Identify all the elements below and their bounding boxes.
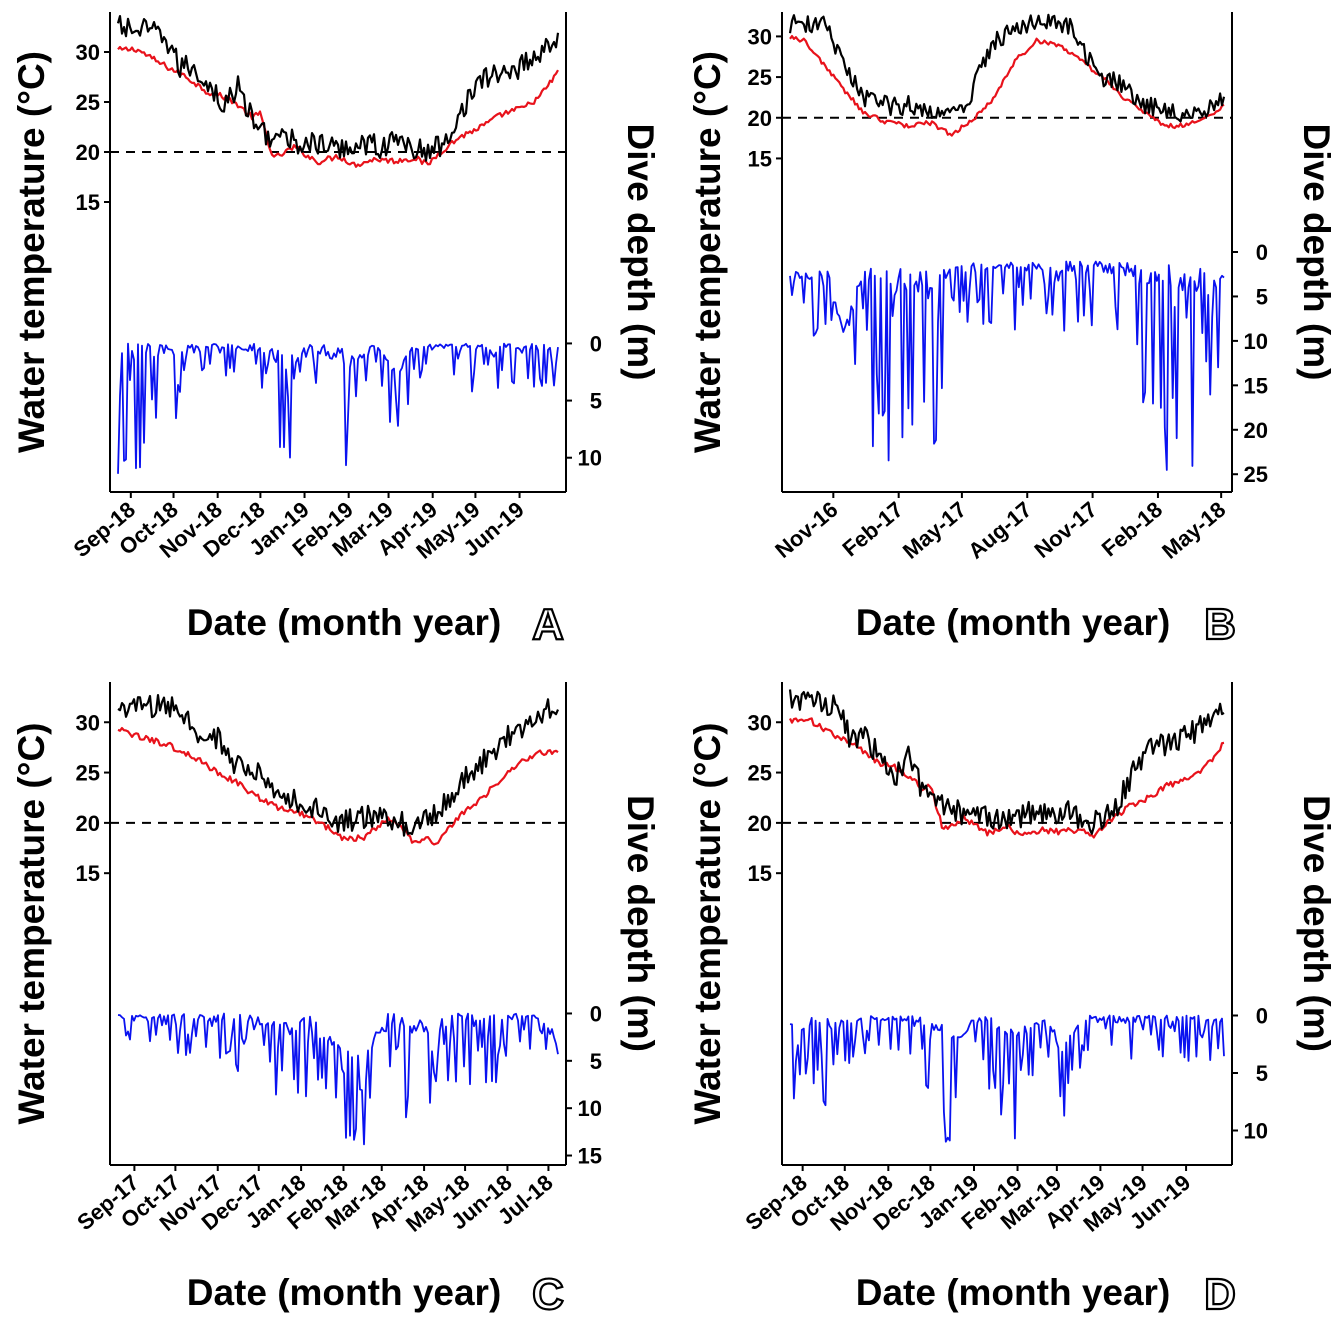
depth-tick-label: 10 xyxy=(578,1096,602,1121)
temp-tick-label: 30 xyxy=(748,24,772,49)
panel-c: 15202530051015Sep-17Oct-17Nov-17Dec-17Ja… xyxy=(11,682,661,1320)
temp-tick-label: 25 xyxy=(76,761,100,786)
temp-tick-label: 15 xyxy=(748,146,772,171)
depth-tick-label: 0 xyxy=(1256,240,1268,265)
panel-letter: D xyxy=(1204,1270,1236,1319)
dive-depth-series xyxy=(789,260,1225,471)
air-temperature-series xyxy=(788,689,1225,835)
y-axis-right-title: Dive depth (m) xyxy=(620,124,661,381)
temp-tick-label: 30 xyxy=(76,710,100,735)
y-axis-left-title: Water temperature (°C) xyxy=(687,723,728,1125)
air-temperature-series xyxy=(117,693,560,837)
x-axis-title: Date (month year) xyxy=(856,1272,1171,1313)
air-temperature-series xyxy=(116,15,560,162)
depth-tick-label: 0 xyxy=(590,331,602,356)
y-axis-right-title: Dive depth (m) xyxy=(1296,124,1337,381)
temp-tick-label: 25 xyxy=(76,90,100,115)
y-axis-left-title: Water temperature (°C) xyxy=(11,51,52,453)
air-temperature-series xyxy=(788,13,1226,123)
depth-tick-label: 10 xyxy=(1244,329,1268,354)
ocean-temperature-series xyxy=(789,34,1225,137)
temp-tick-label: 15 xyxy=(76,190,100,215)
temp-tick-label: 20 xyxy=(748,106,772,131)
depth-tick-label: 0 xyxy=(1256,1004,1268,1029)
panel-letter: B xyxy=(1204,600,1236,649)
dive-depth-series xyxy=(789,1014,1225,1143)
depth-tick-label: 5 xyxy=(590,389,602,414)
x-axis-title: Date (month year) xyxy=(187,1272,502,1313)
y-axis-right-title: Dive depth (m) xyxy=(1296,795,1337,1052)
panel-letter: A xyxy=(532,600,564,649)
y-axis-left-title: Water temperature (°C) xyxy=(11,723,52,1125)
depth-tick-label: 5 xyxy=(590,1049,602,1074)
ocean-temperature-series xyxy=(117,45,559,168)
x-axis-title: Date (month year) xyxy=(187,602,502,643)
dive-depth-series xyxy=(117,342,559,474)
temp-tick-label: 20 xyxy=(748,811,772,836)
temp-tick-label: 20 xyxy=(76,811,100,836)
depth-tick-label: 25 xyxy=(1244,462,1268,487)
panel-letter: C xyxy=(532,1270,564,1319)
y-axis-left-title: Water temperature (°C) xyxy=(687,51,728,453)
depth-tick-label: 15 xyxy=(578,1144,602,1169)
depth-tick-label: 5 xyxy=(1256,284,1268,309)
temp-tick-label: 25 xyxy=(748,761,772,786)
depth-tick-label: 5 xyxy=(1256,1061,1268,1086)
depth-tick-label: 20 xyxy=(1244,418,1268,443)
dive-depth-series xyxy=(117,1012,559,1146)
temp-tick-label: 20 xyxy=(76,140,100,165)
x-axis-title: Date (month year) xyxy=(856,602,1171,643)
temp-tick-label: 30 xyxy=(76,40,100,65)
depth-tick-label: 10 xyxy=(1244,1119,1268,1144)
depth-tick-label: 0 xyxy=(590,1001,602,1026)
depth-tick-label: 15 xyxy=(1244,373,1268,398)
ocean-temperature-series xyxy=(117,726,559,846)
temp-tick-label: 15 xyxy=(748,861,772,886)
depth-tick-label: 10 xyxy=(578,446,602,471)
temp-tick-label: 25 xyxy=(748,65,772,90)
temp-tick-label: 15 xyxy=(76,861,100,886)
temp-tick-label: 30 xyxy=(748,710,772,735)
y-axis-right-title: Dive depth (m) xyxy=(620,795,661,1052)
